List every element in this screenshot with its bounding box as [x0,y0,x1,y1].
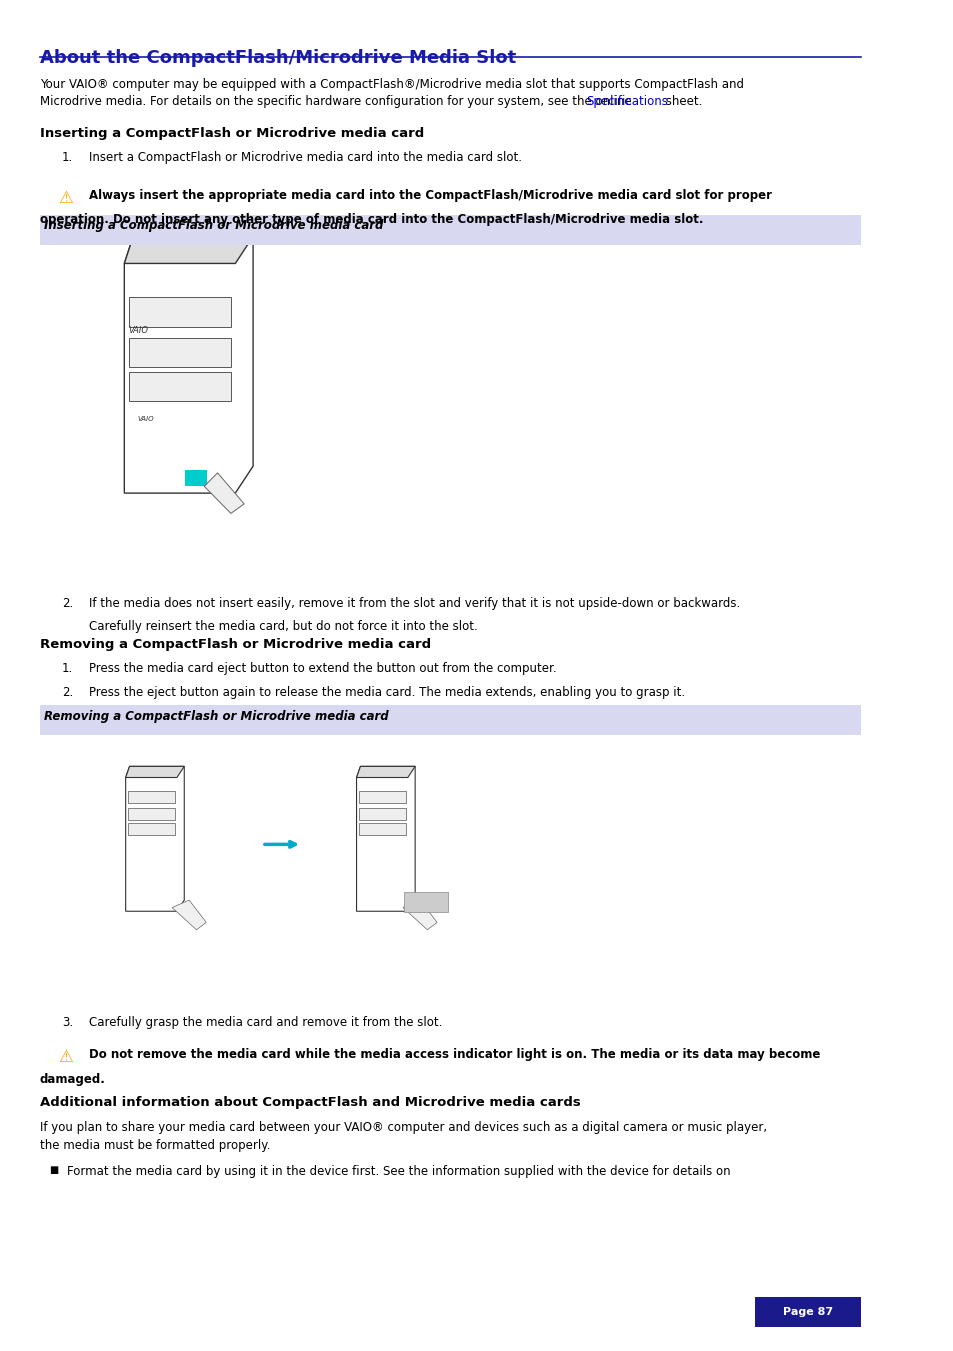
Text: Microdrive media. For details on the specific hardware configuration for your sy: Microdrive media. For details on the spe… [40,95,635,108]
Polygon shape [356,766,415,778]
FancyBboxPatch shape [128,790,174,802]
Polygon shape [172,900,206,929]
Text: Inserting a CompactFlash or Microdrive media card: Inserting a CompactFlash or Microdrive m… [40,127,424,141]
Text: Format the media card by using it in the device first. See the information suppl: Format the media card by using it in the… [67,1165,729,1178]
Text: Inserting a CompactFlash or Microdrive media card: Inserting a CompactFlash or Microdrive m… [45,219,383,232]
Text: Always insert the appropriate media card into the CompactFlash/Microdrive media : Always insert the appropriate media card… [89,189,771,203]
Text: Do not remove the media card while the media access indicator light is on. The m: Do not remove the media card while the m… [89,1048,820,1062]
Text: Removing a CompactFlash or Microdrive media card: Removing a CompactFlash or Microdrive me… [40,638,431,651]
Text: damaged.: damaged. [40,1073,106,1086]
Text: Press the eject button again to release the media card. The media extends, enabl: Press the eject button again to release … [89,686,684,700]
Text: Your VAIO® computer may be equipped with a CompactFlash®/Microdrive media slot t: Your VAIO® computer may be equipped with… [40,78,743,92]
FancyBboxPatch shape [40,215,861,245]
Text: Insert a CompactFlash or Microdrive media card into the media card slot.: Insert a CompactFlash or Microdrive medi… [89,151,521,165]
Text: Page 87: Page 87 [782,1306,832,1317]
Text: 1.: 1. [62,662,73,676]
FancyBboxPatch shape [128,808,174,820]
FancyBboxPatch shape [40,705,861,735]
Polygon shape [126,766,184,778]
Text: operation. Do not insert any other type of media card into the CompactFlash/Micr: operation. Do not insert any other type … [40,213,702,227]
Polygon shape [204,473,244,513]
FancyBboxPatch shape [129,372,231,401]
FancyBboxPatch shape [129,297,231,327]
Polygon shape [124,236,253,263]
Text: ⚠: ⚠ [58,189,72,207]
Text: ⚠: ⚠ [58,1048,72,1066]
FancyBboxPatch shape [358,790,405,802]
FancyBboxPatch shape [754,1297,861,1327]
Text: 2.: 2. [62,597,73,611]
Text: Carefully grasp the media card and remove it from the slot.: Carefully grasp the media card and remov… [89,1016,442,1029]
Text: If the media does not insert easily, remove it from the slot and verify that it : If the media does not insert easily, rem… [89,597,740,611]
Text: 1.: 1. [62,151,73,165]
Text: Removing a CompactFlash or Microdrive media card: Removing a CompactFlash or Microdrive me… [45,709,389,723]
Text: 2.: 2. [62,686,73,700]
FancyBboxPatch shape [185,470,207,486]
Text: Additional information about CompactFlash and Microdrive media cards: Additional information about CompactFlas… [40,1096,580,1109]
FancyBboxPatch shape [404,892,448,912]
Text: About the CompactFlash/Microdrive Media Slot: About the CompactFlash/Microdrive Media … [40,49,516,66]
Text: VAIO: VAIO [129,327,149,335]
Text: If you plan to share your media card between your VAIO® computer and devices suc: If you plan to share your media card bet… [40,1121,766,1135]
Text: ■: ■ [49,1165,58,1174]
FancyBboxPatch shape [129,338,231,367]
Text: 3.: 3. [62,1016,73,1029]
FancyBboxPatch shape [358,808,405,820]
Text: Press the media card eject button to extend the button out from the computer.: Press the media card eject button to ext… [89,662,556,676]
Text: the media must be formatted properly.: the media must be formatted properly. [40,1139,270,1152]
Text: sheet.: sheet. [660,95,701,108]
Text: VAIO: VAIO [137,416,154,422]
FancyBboxPatch shape [358,823,405,835]
Text: Carefully reinsert the media card, but do not force it into the slot.: Carefully reinsert the media card, but d… [89,620,477,634]
Text: Specifications: Specifications [585,95,667,108]
FancyBboxPatch shape [128,823,174,835]
Polygon shape [402,900,436,929]
